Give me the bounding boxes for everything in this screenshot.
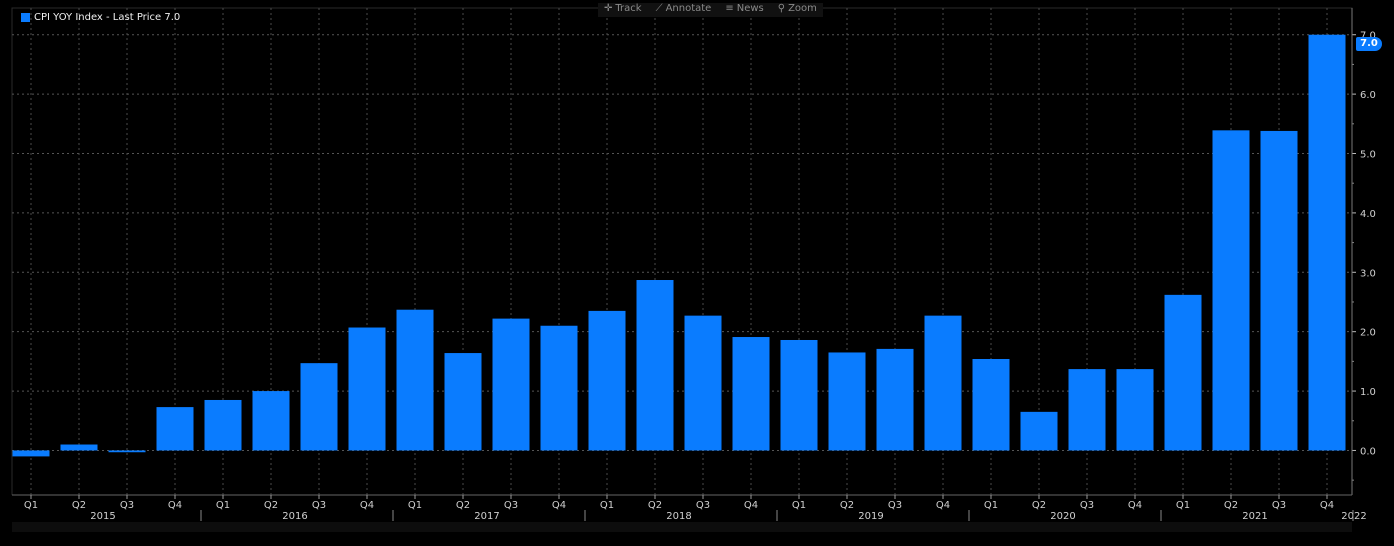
x-tick-label: Q2 bbox=[456, 500, 470, 511]
x-tick-label: Q3 bbox=[120, 500, 134, 511]
zoom-button[interactable]: ⚲ Zoom bbox=[778, 3, 817, 17]
bar[interactable] bbox=[444, 353, 482, 451]
x-tick-label: Q4 bbox=[360, 500, 374, 511]
bar[interactable] bbox=[1212, 130, 1250, 451]
x-tick-label: Q2 bbox=[264, 500, 278, 511]
bar[interactable] bbox=[1260, 130, 1298, 451]
x-tick-label: Q2 bbox=[648, 500, 662, 511]
y-tick-label: 6.0 bbox=[1360, 90, 1376, 101]
bar[interactable] bbox=[1020, 411, 1058, 451]
y-tick-label: 1.0 bbox=[1360, 387, 1376, 398]
x-tick-label: Q3 bbox=[1080, 500, 1094, 511]
news-button[interactable]: ≡ News bbox=[725, 3, 763, 17]
x-year-label: 2021 bbox=[1242, 511, 1267, 522]
x-tick-label: Q3 bbox=[1272, 500, 1286, 511]
news-label: News bbox=[736, 3, 764, 14]
x-tick-label: Q4 bbox=[744, 500, 758, 511]
bar[interactable] bbox=[108, 450, 146, 453]
bar[interactable] bbox=[396, 309, 434, 451]
bar[interactable] bbox=[540, 325, 578, 451]
bar[interactable] bbox=[780, 339, 818, 451]
x-year-label: 2017 bbox=[474, 511, 499, 522]
x-tick-label: Q2 bbox=[1032, 500, 1046, 511]
x-year-label: 2015 bbox=[90, 511, 115, 522]
y-tick-label: 2.0 bbox=[1360, 328, 1376, 339]
x-year-label: 2020 bbox=[1050, 511, 1075, 522]
y-tick-label: 0.0 bbox=[1360, 446, 1376, 457]
x-tick-label: Q4 bbox=[936, 500, 950, 511]
x-tick-label: Q3 bbox=[696, 500, 710, 511]
chart-legend[interactable]: CPI YOY Index - Last Price 7.0 bbox=[21, 12, 180, 23]
bar[interactable] bbox=[588, 310, 626, 451]
x-tick-label: Q1 bbox=[984, 500, 998, 511]
news-icon: ≡ bbox=[725, 3, 734, 14]
bar[interactable] bbox=[60, 444, 98, 451]
bar[interactable] bbox=[828, 352, 866, 451]
bar[interactable] bbox=[12, 450, 50, 457]
bar[interactable] bbox=[252, 391, 290, 451]
x-tick-label: Q1 bbox=[24, 500, 38, 511]
x-axis-scroll-strip[interactable] bbox=[12, 522, 1352, 532]
bar[interactable] bbox=[1308, 34, 1346, 451]
bar[interactable] bbox=[1068, 369, 1106, 451]
y-tick-label: 7.0 bbox=[1360, 31, 1376, 42]
track-button[interactable]: ✛ Track bbox=[604, 3, 642, 17]
annotate-label: Annotate bbox=[665, 3, 712, 14]
x-tick-label: Q4 bbox=[1320, 500, 1334, 511]
bar[interactable] bbox=[348, 327, 386, 451]
x-tick-label: Q3 bbox=[312, 500, 326, 511]
y-tick-label: 5.0 bbox=[1360, 150, 1376, 161]
x-year-label: 2018 bbox=[666, 511, 691, 522]
magnifier-icon: ⚲ bbox=[777, 3, 786, 14]
chart-toolbar: ✛ Track ⟋ Annotate ≡ News ⚲ Zoom bbox=[598, 3, 823, 17]
bar[interactable] bbox=[156, 407, 194, 451]
bar[interactable] bbox=[492, 318, 530, 451]
x-tick-label: Q1 bbox=[600, 500, 614, 511]
x-axis-band bbox=[0, 495, 1394, 546]
x-tick-label: Q4 bbox=[552, 500, 566, 511]
x-tick-label: Q3 bbox=[504, 500, 518, 511]
bar[interactable] bbox=[1116, 369, 1154, 451]
x-tick-label: Q1 bbox=[216, 500, 230, 511]
x-tick-label: Q2 bbox=[1224, 500, 1238, 511]
x-tick-label: Q2 bbox=[840, 500, 854, 511]
bar[interactable] bbox=[300, 363, 338, 451]
zoom-label: Zoom bbox=[788, 3, 817, 14]
bar[interactable] bbox=[684, 315, 722, 451]
y-tick-label: 3.0 bbox=[1360, 268, 1376, 279]
bar[interactable] bbox=[876, 348, 914, 451]
last-price-badge: 7.0 bbox=[1356, 37, 1382, 51]
x-tick-label: Q1 bbox=[1176, 500, 1190, 511]
y-tick-label: 4.0 bbox=[1360, 209, 1376, 220]
x-tick-label: Q4 bbox=[168, 500, 182, 511]
pencil-icon: ⟋ bbox=[655, 3, 663, 14]
x-tick-label: Q1 bbox=[792, 500, 806, 511]
legend-swatch bbox=[21, 13, 30, 22]
x-tick-label: Q2 bbox=[72, 500, 86, 511]
bar[interactable] bbox=[204, 399, 242, 451]
bar[interactable] bbox=[636, 280, 674, 451]
legend-label: CPI YOY Index - Last Price 7.0 bbox=[34, 12, 181, 23]
annotate-button[interactable]: ⟋ Annotate bbox=[656, 3, 712, 17]
crosshair-icon: ✛ bbox=[604, 3, 613, 14]
track-label: Track bbox=[615, 3, 642, 14]
x-tick-label: Q1 bbox=[408, 500, 422, 511]
bar[interactable] bbox=[972, 358, 1010, 451]
x-year-label: 2022 bbox=[1341, 511, 1366, 522]
x-year-label: 2016 bbox=[282, 511, 307, 522]
bar[interactable] bbox=[1164, 294, 1202, 451]
bar[interactable] bbox=[732, 337, 770, 451]
x-year-label: 2019 bbox=[858, 511, 883, 522]
bar[interactable] bbox=[924, 315, 962, 451]
x-tick-label: Q3 bbox=[888, 500, 902, 511]
x-tick-label: Q4 bbox=[1128, 500, 1142, 511]
